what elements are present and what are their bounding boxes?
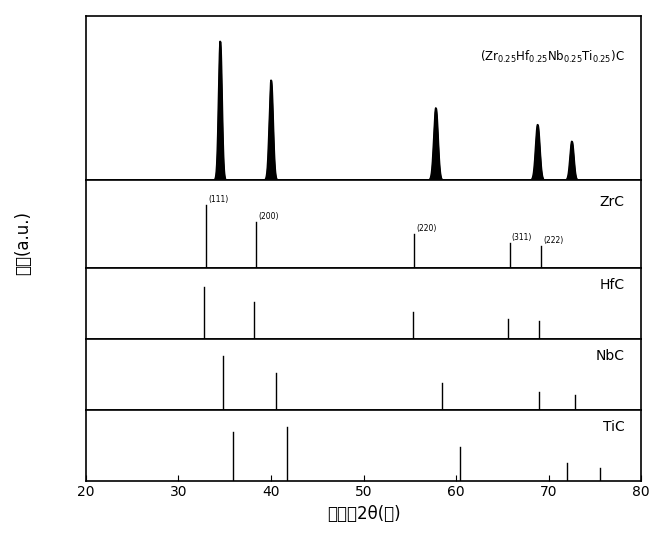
Text: NbC: NbC xyxy=(596,349,625,363)
Text: HfC: HfC xyxy=(600,278,625,292)
Text: (Zr$_{0.25}$Hf$_{0.25}$Nb$_{0.25}$Ti$_{0.25}$)C: (Zr$_{0.25}$Hf$_{0.25}$Nb$_{0.25}$Ti$_{0… xyxy=(480,49,625,65)
Text: (222): (222) xyxy=(543,236,563,245)
Text: (220): (220) xyxy=(416,225,437,233)
Text: (200): (200) xyxy=(258,212,278,221)
X-axis label: 衍射角2θ(度): 衍射角2θ(度) xyxy=(327,505,401,523)
Text: ZrC: ZrC xyxy=(600,195,625,209)
Text: (111): (111) xyxy=(208,195,228,204)
Text: (311): (311) xyxy=(512,233,532,242)
Text: 强度(a.u.): 强度(a.u.) xyxy=(14,211,32,275)
Text: TiC: TiC xyxy=(603,420,625,434)
